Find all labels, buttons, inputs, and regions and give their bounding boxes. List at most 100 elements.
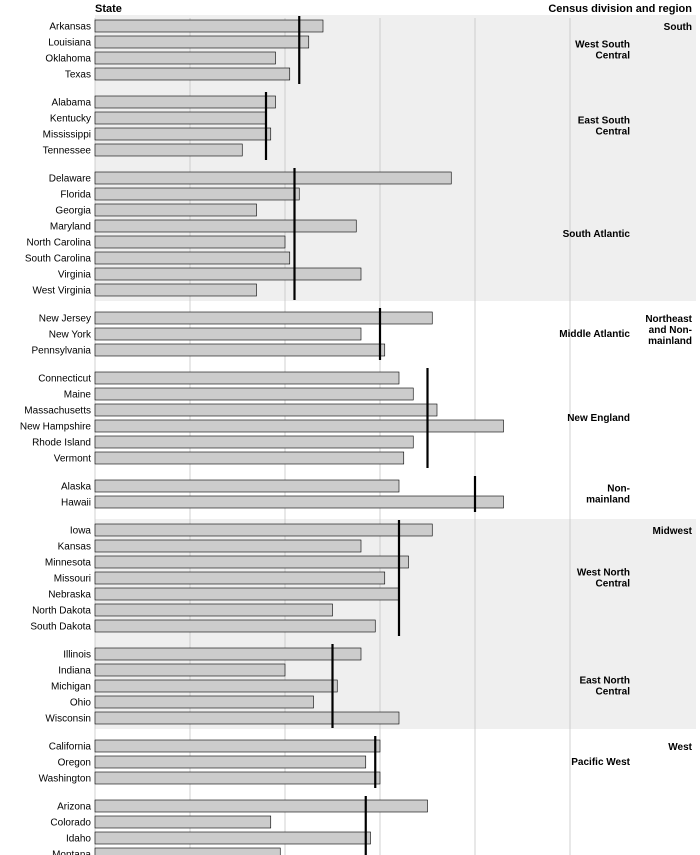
bar-oklahoma (95, 52, 276, 64)
state-label: Alaska (61, 482, 91, 493)
state-label: Oklahoma (45, 54, 91, 65)
header-division-region: Census division and region (548, 3, 692, 15)
state-label: Vermont (54, 454, 91, 465)
bar-pennsylvania (95, 344, 385, 356)
bar-arizona (95, 800, 428, 812)
bar-connecticut (95, 372, 399, 384)
state-label: North Carolina (27, 238, 92, 249)
bar-delaware (95, 172, 451, 184)
state-label: Iowa (70, 526, 92, 537)
census-bar-chart: State Census division and region Arkansas L… (0, 0, 700, 855)
state-label: Texas (65, 70, 91, 81)
state-label: Maine (64, 390, 92, 401)
bar-indiana (95, 664, 285, 676)
division-label: Middle Atlantic (559, 329, 630, 340)
state-label: Oregon (58, 758, 91, 769)
state-label: Pennsylvania (32, 346, 92, 357)
state-label: Alabama (52, 98, 92, 109)
state-label: West Virginia (32, 286, 91, 297)
state-label: New Jersey (39, 314, 91, 325)
state-label: New Hampshire (20, 422, 92, 433)
state-label: Washington (39, 774, 91, 785)
bar-iowa (95, 524, 432, 536)
state-label: Georgia (55, 206, 91, 217)
bar-vermont (95, 452, 404, 464)
bar-tennessee (95, 144, 242, 156)
bar-idaho (95, 832, 371, 844)
region-label: and Non- (649, 325, 692, 336)
bar-nebraska (95, 588, 399, 600)
state-label: Kansas (58, 542, 91, 553)
bar-texas (95, 68, 290, 80)
region-label: Midwest (653, 526, 693, 537)
bar-missouri (95, 572, 385, 584)
bar-north-carolina (95, 236, 285, 248)
state-label: Delaware (49, 174, 92, 185)
bar-new-hampshire (95, 420, 504, 432)
division-label: mainland (586, 495, 630, 506)
bar-west-virginia (95, 284, 257, 296)
bar-montana (95, 848, 280, 855)
region-label: mainland (648, 336, 692, 347)
state-label: Indiana (58, 666, 91, 677)
bar-alabama (95, 96, 276, 108)
state-label: California (49, 742, 92, 753)
bar-michigan (95, 680, 337, 692)
bar-kentucky (95, 112, 266, 124)
bar-georgia (95, 204, 257, 216)
bar-new-jersey (95, 312, 432, 324)
bar-maryland (95, 220, 356, 232)
bar-maine (95, 388, 413, 400)
chart-container: State Census division and region Arkansas L… (0, 0, 700, 855)
state-label: Massachusetts (24, 406, 91, 417)
state-label: Virginia (58, 270, 92, 281)
bar-rhode-island (95, 436, 413, 448)
division-label: Pacific West (571, 757, 630, 768)
state-label: Mississippi (43, 130, 91, 141)
state-label: Arkansas (49, 22, 91, 33)
bar-washington (95, 772, 380, 784)
header-state: State (95, 3, 122, 15)
bar-north-dakota (95, 604, 333, 616)
state-label: New York (49, 330, 92, 341)
state-label: Hawaii (61, 498, 91, 509)
bar-alaska (95, 480, 399, 492)
state-label: Louisiana (48, 38, 91, 49)
bar-south-dakota (95, 620, 375, 632)
division-label: Central (596, 687, 631, 698)
state-label: Nebraska (48, 590, 91, 601)
region-label: Northeast (645, 314, 692, 325)
bar-south-carolina (95, 252, 290, 264)
division-label: Non- (607, 484, 630, 495)
division-label: West North (577, 568, 630, 579)
state-label: Colorado (50, 818, 91, 829)
bar-minnesota (95, 556, 409, 568)
state-label: Rhode Island (32, 438, 91, 449)
bar-arkansas (95, 20, 323, 32)
state-label: Michigan (51, 682, 91, 693)
state-label: South Carolina (25, 254, 92, 265)
state-label: Minnesota (45, 558, 92, 569)
bar-virginia (95, 268, 361, 280)
state-label: Idaho (66, 834, 91, 845)
state-label: Montana (52, 850, 91, 855)
bar-louisiana (95, 36, 309, 48)
bar-illinois (95, 648, 361, 660)
bar-colorado (95, 816, 271, 828)
state-label: Maryland (50, 222, 91, 233)
bar-florida (95, 188, 299, 200)
division-label: West South (575, 40, 630, 51)
region-label: South (664, 22, 692, 33)
state-label: Illinois (63, 650, 91, 661)
division-label: East South (578, 116, 630, 127)
division-label: New England (567, 413, 630, 424)
state-label: Connecticut (38, 374, 91, 385)
state-label: Tennessee (43, 146, 92, 157)
state-label: Kentucky (50, 114, 91, 125)
division-label: Central (596, 51, 631, 62)
division-label: Central (596, 579, 631, 590)
bar-california (95, 740, 380, 752)
state-label: Wisconsin (45, 714, 91, 725)
bar-ohio (95, 696, 314, 708)
bar-massachusetts (95, 404, 437, 416)
